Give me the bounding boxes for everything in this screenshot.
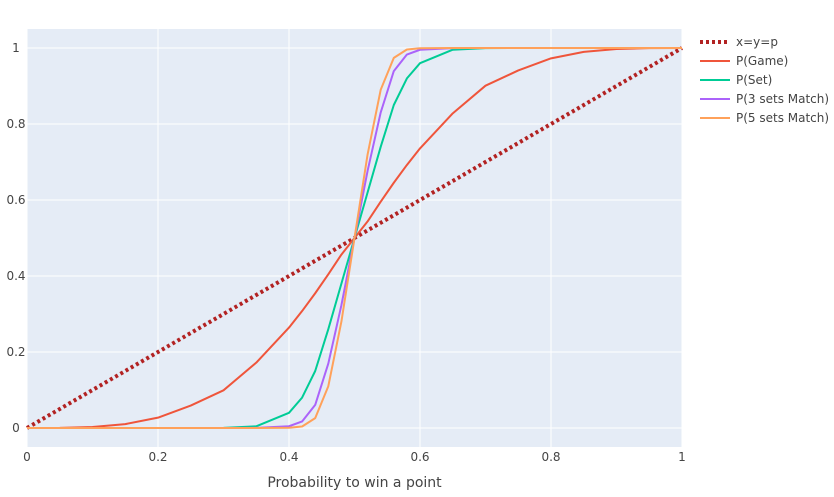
y-tick-label: 0: [12, 421, 20, 435]
y-axis-tick-labels: 0 0.2 0.4 0.6 0.8 1: [6, 41, 25, 435]
series-lines: [25, 46, 684, 430]
x-axis-title: Probability to win a point: [267, 475, 442, 491]
x-tick-label: 0.4: [279, 450, 298, 464]
x-tick-label: 0.6: [410, 450, 429, 464]
legend-label: P(3 sets Match): [736, 92, 829, 106]
legend[interactable]: x=y=p P(Game) P(Set) P(3 sets Match) P(5 set…: [700, 35, 829, 125]
y-tick-label: 0.2: [6, 345, 25, 359]
legend-item[interactable]: x=y=p: [700, 35, 778, 49]
y-tick-label: 0.8: [6, 117, 25, 131]
y-tick-label: 0.4: [6, 269, 25, 283]
y-tick-label: 0.6: [6, 193, 25, 207]
legend-item[interactable]: P(Set): [700, 73, 772, 87]
y-tick-label: 1: [12, 41, 20, 55]
legend-label: P(5 sets Match): [736, 111, 829, 125]
legend-item[interactable]: P(5 sets Match): [700, 111, 829, 125]
x-tick-label: 0.2: [148, 450, 167, 464]
x-axis-tick-labels: 0 0.2 0.4 0.6 0.8 1: [23, 450, 686, 464]
legend-item[interactable]: P(Game): [700, 54, 788, 68]
legend-label: P(Game): [736, 54, 788, 68]
x-tick-label: 0.8: [541, 450, 560, 464]
x-tick-label: 0: [23, 450, 31, 464]
legend-item[interactable]: P(3 sets Match): [700, 92, 829, 106]
grid-lines: [26, 29, 683, 447]
x-tick-label: 1: [678, 450, 686, 464]
legend-label: x=y=p: [736, 35, 778, 49]
series-line-4: [27, 47, 682, 429]
legend-label: P(Set): [736, 73, 772, 87]
